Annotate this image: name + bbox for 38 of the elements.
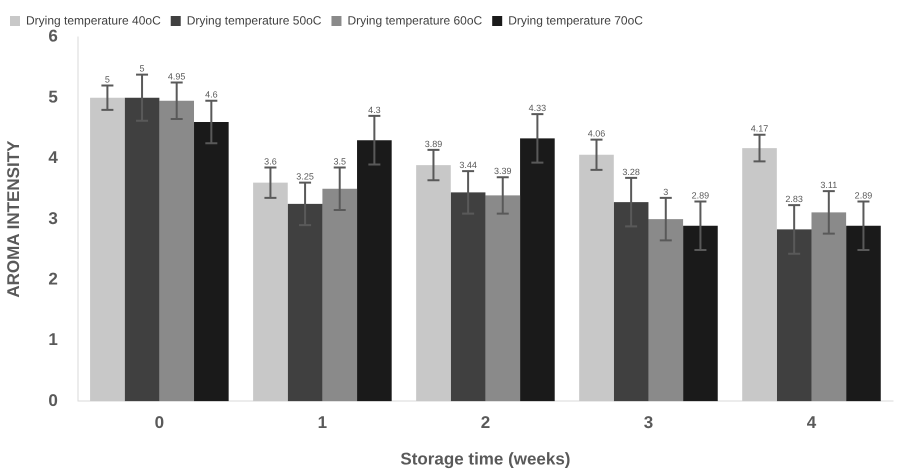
y-tick-label: 5	[48, 87, 58, 106]
x-tick-label: 3	[644, 413, 654, 432]
data-label: 4.6	[205, 90, 218, 100]
data-label: 5	[104, 74, 110, 85]
data-label: 3.11	[820, 180, 838, 190]
legend-label: Drying temperature 70oC	[508, 13, 644, 28]
x-tick-label: 0	[154, 413, 164, 432]
y-tick-label: 1	[48, 330, 58, 350]
data-label: 2.89	[692, 190, 710, 200]
data-label: 3.5	[333, 156, 346, 166]
data-label: 4.06	[588, 128, 606, 139]
data-label: 3.28	[622, 166, 640, 177]
data-label: 4.33	[528, 103, 546, 114]
x-tick-label: 1	[318, 413, 328, 432]
data-label: 3.89	[424, 138, 442, 149]
data-label: 3	[663, 186, 668, 197]
y-tick-label: 3	[48, 208, 58, 228]
data-label: 4.3	[368, 104, 381, 115]
data-label: 4.95	[168, 72, 186, 82]
data-label: 2.89	[854, 190, 872, 200]
y-axis-title: AROMA INTENSITY	[4, 140, 23, 298]
y-tick-label: 0	[48, 390, 58, 410]
x-tick-label: 4	[806, 413, 817, 432]
legend-label: Drying temperature 40oC	[26, 13, 162, 28]
y-tick-label: 6	[48, 26, 58, 46]
legend-label: Drying temperature 60oC	[347, 13, 483, 28]
data-label: 5	[140, 64, 145, 74]
x-tick-label: 2	[480, 413, 490, 432]
legend-label: Drying temperature 50oC	[186, 13, 322, 28]
y-tick-label: 4	[48, 148, 58, 168]
data-label: 4.17	[750, 124, 768, 134]
data-label: 2.83	[785, 194, 803, 204]
data-label: 3.25	[296, 172, 314, 182]
data-label: 3.39	[494, 166, 512, 176]
data-label: 3.6	[264, 156, 277, 166]
data-label: 3.44	[459, 160, 477, 170]
y-tick-label: 2	[48, 269, 58, 288]
x-axis-title: Storage time (weeks)	[400, 449, 570, 468]
